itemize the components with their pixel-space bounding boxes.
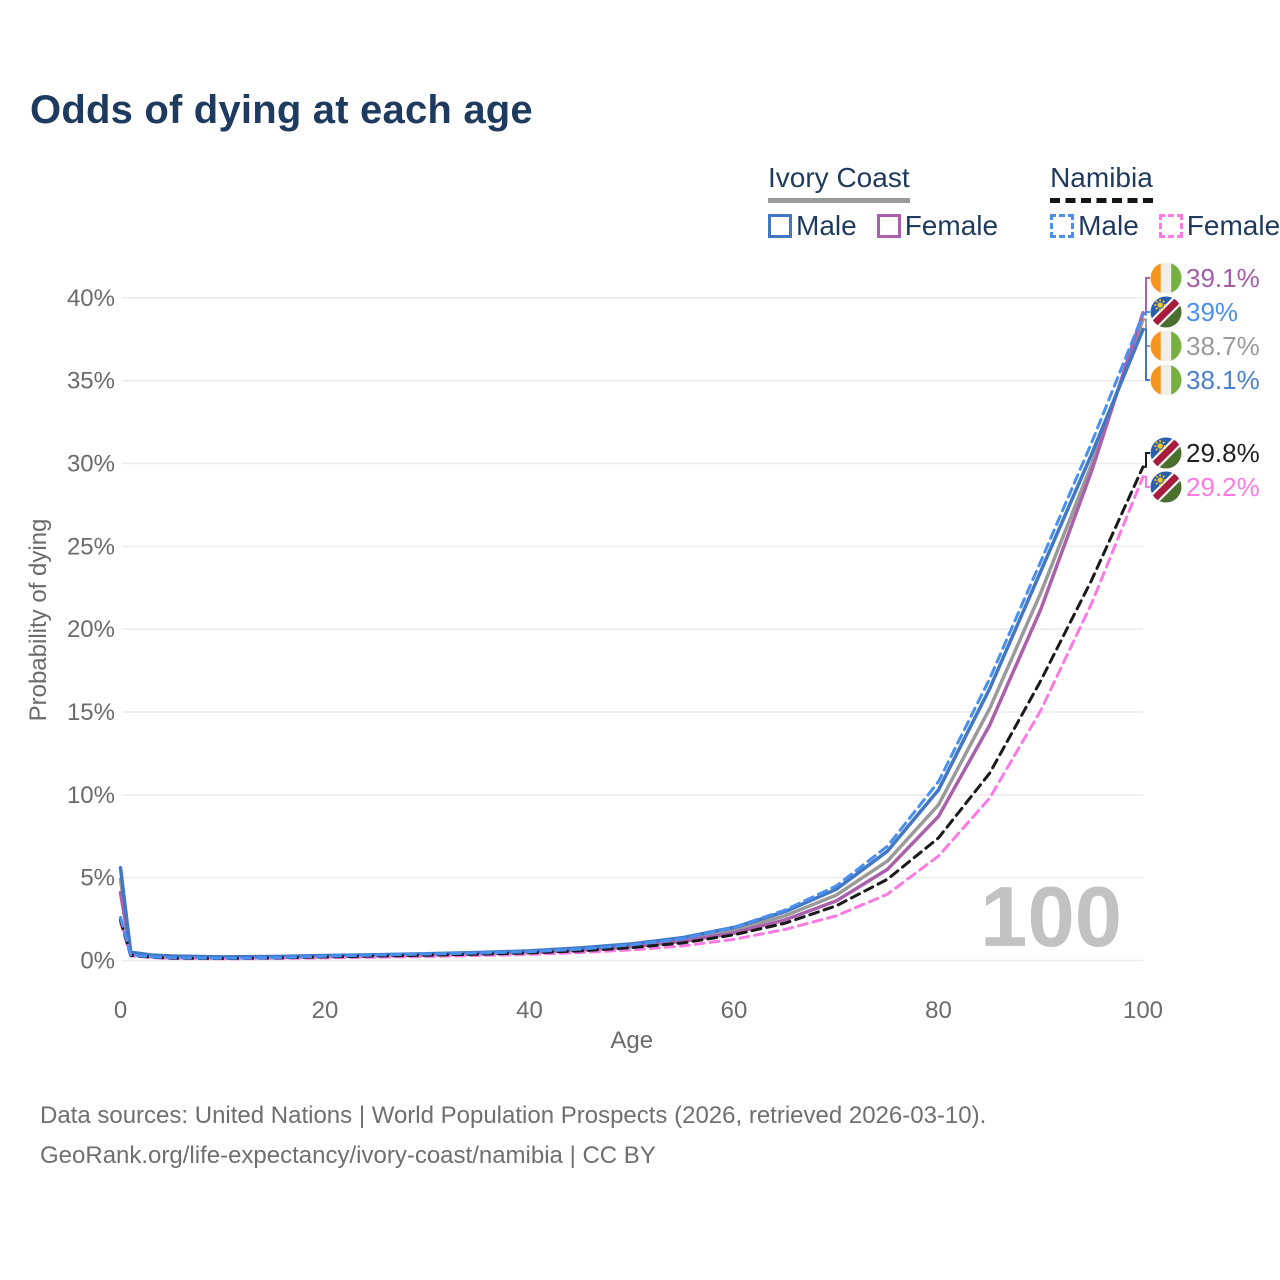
end-label-leader (1143, 452, 1150, 468)
age-watermark: 100 (980, 870, 1122, 965)
namibia-flag-icon (1150, 296, 1182, 328)
legend-group-title-namibia: Namibia (1050, 162, 1153, 203)
line-chart: 0% 5% 10% 15% 20% 25% 30% 35% 40% 0 20 40 60 80 100 Age… (25, 262, 1260, 1054)
series-line-namibia-male[interactable] (119, 313, 1145, 960)
legend: Ivory Coast Male Female Namibia Male Fem… (768, 162, 1280, 242)
series-line-ivory-coast-female[interactable] (118, 311, 1145, 960)
legend-swatch-namibia-female[interactable] (1158, 214, 1183, 238)
legend-swatch-ivory-coast-female[interactable] (876, 214, 901, 238)
y-tick-label: 10% (67, 782, 115, 809)
legend-label-ivory-coast-female[interactable]: Female (904, 210, 999, 241)
ivory-coast-flag-icon (1150, 262, 1182, 294)
namibia-flag-icon (1150, 471, 1182, 503)
x-tick-label: 80 (925, 997, 952, 1024)
legend-label-namibia-female[interactable]: Female (1186, 210, 1280, 241)
end-label-leader (1143, 311, 1150, 316)
y-tick-label: 20% (67, 616, 115, 643)
legend-swatch-namibia-male[interactable] (1050, 214, 1075, 238)
x-tick-label: 0 (114, 997, 127, 1024)
end-value-label: 38.1% (1186, 365, 1260, 395)
legend-group-ivory-coast: Ivory Coast Male Female (768, 162, 998, 242)
end-value-label: 39.1% (1186, 263, 1260, 293)
y-tick-label: 35% (67, 368, 115, 395)
end-value-label: 38.7% (1186, 331, 1260, 361)
y-tick-label: 15% (67, 699, 115, 726)
footer-attribution: GeoRank.org/life-expectancy/ivory-coast/… (40, 1142, 656, 1169)
y-tick-label: 40% (67, 285, 115, 312)
legend-swatch-ivory-coast-male[interactable] (768, 214, 792, 238)
footer-data-sources: Data sources: United Nations | World Pop… (40, 1102, 987, 1129)
series-line-ivory-coast-combined[interactable] (118, 317, 1145, 959)
legend-label-namibia-male[interactable]: Male (1078, 210, 1139, 241)
legend-label-ivory-coast-male[interactable]: Male (796, 210, 857, 241)
end-label-leader (1143, 328, 1150, 381)
page-title: Odds of dying at each age (30, 88, 533, 132)
ivory-coast-flag-icon (1150, 364, 1182, 396)
end-label-leader (1143, 475, 1150, 488)
footer: Data sources: United Nations | World Pop… (40, 1096, 1240, 1176)
end-value-label: 29.8% (1186, 438, 1260, 468)
legend-group-namibia: Namibia Male Female (1050, 162, 1280, 242)
y-tick-label: 30% (67, 451, 115, 478)
legend-group-title-ivory-coast: Ivory Coast (768, 162, 910, 203)
series-line-ivory-coast-male[interactable] (118, 327, 1145, 959)
y-tick-label: 0% (80, 948, 115, 975)
end-label-leader (1143, 277, 1150, 314)
y-tick-label: 5% (80, 865, 115, 892)
end-value-label: 39% (1186, 297, 1238, 327)
namibia-flag-icon (1150, 437, 1182, 469)
y-tick-label: 25% (67, 533, 115, 560)
ivory-coast-flag-icon (1150, 330, 1182, 362)
end-value-label: 29.2% (1186, 472, 1260, 502)
x-tick-label: 100 (1123, 997, 1163, 1024)
x-axis-title: Age (610, 1027, 653, 1054)
y-axis-title: Probability of dying (25, 519, 52, 722)
x-tick-label: 20 (312, 997, 339, 1024)
x-tick-label: 60 (721, 997, 748, 1024)
x-tick-label: 40 (516, 997, 543, 1024)
